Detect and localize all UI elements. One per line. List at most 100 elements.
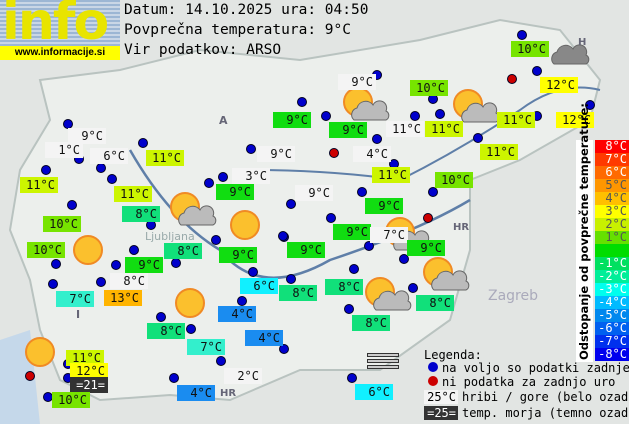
station-marker[interactable]	[48, 279, 58, 289]
scale-title: Odstopanje od povprečne temperature:	[576, 103, 593, 362]
station-temperature: 10°C	[410, 80, 448, 96]
country-label-austria: A	[219, 114, 228, 127]
scale-step: -6°C	[595, 322, 629, 335]
station-marker[interactable]	[428, 187, 438, 197]
station-temperature: 11°C	[20, 177, 58, 193]
station-marker[interactable]	[204, 178, 214, 188]
hill-sample: 25°C	[424, 390, 458, 404]
station-marker[interactable]	[156, 312, 166, 322]
station-temperature: 9°C	[329, 122, 367, 138]
station-marker[interactable]	[278, 231, 288, 241]
station-marker[interactable]	[410, 111, 420, 121]
scale-step: -5°C	[595, 309, 629, 322]
station-temperature: 11°C	[386, 121, 424, 137]
deviation-color-scale: 8°C 7°C 6°C 5°C 4°C 3°C 2°C 1°C -1°C -2°C -3°C -4°C…	[595, 140, 629, 361]
station-temperature: 8°C	[279, 285, 317, 301]
station-temperature: =21=	[70, 377, 108, 393]
station-marker-missing[interactable]	[329, 148, 339, 158]
station-marker[interactable]	[532, 66, 542, 76]
country-label-croatia-south: HR	[220, 388, 237, 399]
station-temperature: 1°C	[45, 142, 83, 158]
scale-step	[595, 244, 629, 257]
station-marker[interactable]	[585, 100, 595, 110]
station-marker[interactable]	[279, 344, 289, 354]
station-marker-missing[interactable]	[507, 74, 517, 84]
station-marker[interactable]	[399, 254, 409, 264]
station-marker[interactable]	[169, 373, 179, 383]
site-logo[interactable]: info www.informacije.si	[0, 0, 120, 60]
station-temperature: 9°C	[257, 146, 295, 162]
station-marker[interactable]	[286, 274, 296, 284]
station-marker[interactable]	[408, 283, 418, 293]
station-marker[interactable]	[297, 97, 307, 107]
station-temperature: 9°C	[125, 257, 163, 273]
station-marker[interactable]	[347, 373, 357, 383]
station-marker[interactable]	[51, 259, 61, 269]
station-temperature: 11°C	[497, 112, 535, 128]
cloud-icon	[351, 100, 390, 121]
station-marker[interactable]	[237, 296, 247, 306]
station-temperature: 10°C	[52, 392, 90, 408]
station-temperature: 9°C	[333, 224, 371, 240]
station-temperature: 8°C	[416, 295, 454, 311]
station-temperature: 9°C	[273, 112, 311, 128]
station-marker[interactable]	[286, 199, 296, 209]
station-temperature: 4°C	[353, 146, 391, 162]
sun-icon	[230, 210, 260, 240]
station-marker[interactable]	[41, 165, 51, 175]
station-marker[interactable]	[246, 144, 256, 154]
station-marker[interactable]	[129, 245, 139, 255]
station-temperature: 12°C	[540, 77, 578, 93]
station-marker[interactable]	[435, 109, 445, 119]
station-temperature: 10°C	[27, 242, 65, 258]
site-url[interactable]: www.informacije.si	[0, 46, 120, 60]
station-marker[interactable]	[96, 163, 106, 173]
station-temperature: 9°C	[287, 242, 325, 258]
station-marker[interactable]	[326, 213, 336, 223]
station-temperature: 11°C	[425, 121, 463, 137]
scale-step: 4°C	[595, 192, 629, 205]
station-temperature: 8°C	[325, 279, 363, 295]
scale-step: -8°C	[595, 348, 629, 361]
station-marker[interactable]	[186, 324, 196, 334]
station-temperature: 8°C	[164, 243, 202, 259]
station-marker-missing[interactable]	[423, 213, 433, 223]
scale-step: -7°C	[595, 335, 629, 348]
scale-step: 2°C	[595, 218, 629, 231]
station-marker[interactable]	[321, 111, 331, 121]
station-marker[interactable]	[473, 133, 483, 143]
station-temperature: 9°C	[68, 128, 106, 144]
blue-dot-icon	[428, 362, 438, 372]
station-marker[interactable]	[216, 356, 226, 366]
station-temperature: 3°C	[232, 168, 270, 184]
station-temperature: 6°C	[240, 278, 278, 294]
station-marker[interactable]	[349, 264, 359, 274]
station-marker[interactable]	[171, 258, 181, 268]
station-marker[interactable]	[344, 304, 354, 314]
station-marker[interactable]	[107, 174, 117, 184]
cloud-icon	[431, 270, 470, 291]
station-temperature: 9°C	[219, 247, 257, 263]
station-marker[interactable]	[218, 172, 228, 182]
station-temperature: 6°C	[355, 384, 393, 400]
station-temperature: 9°C	[365, 198, 403, 214]
station-marker[interactable]	[96, 277, 106, 287]
country-label-italy: I	[76, 308, 81, 321]
station-marker[interactable]	[67, 200, 77, 210]
scale-step: 1°C	[595, 231, 629, 244]
station-marker[interactable]	[364, 241, 374, 251]
menu-icon[interactable]	[367, 353, 399, 373]
cloud-icon	[178, 205, 217, 226]
station-temperature: 4°C	[177, 385, 215, 401]
station-temperature: 11°C	[114, 186, 152, 202]
station-marker[interactable]	[517, 30, 527, 40]
station-marker[interactable]	[357, 187, 367, 197]
station-marker[interactable]	[111, 260, 121, 270]
station-marker[interactable]	[248, 267, 258, 277]
station-temperature: 11°C	[480, 144, 518, 160]
station-temperature: 8°C	[352, 315, 390, 331]
station-marker[interactable]	[211, 235, 221, 245]
station-marker[interactable]	[372, 134, 382, 144]
station-marker-missing[interactable]	[25, 371, 35, 381]
station-marker[interactable]	[138, 138, 148, 148]
